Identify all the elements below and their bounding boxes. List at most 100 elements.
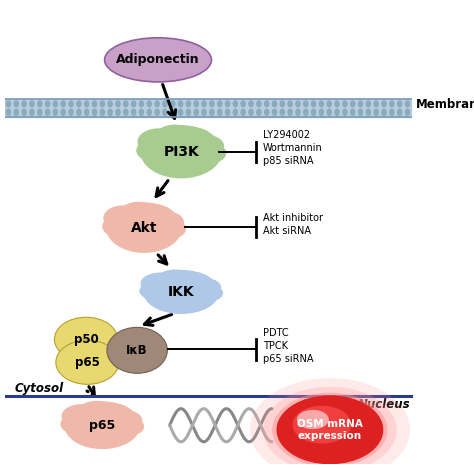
Ellipse shape xyxy=(92,100,97,107)
Ellipse shape xyxy=(272,100,277,107)
Ellipse shape xyxy=(233,100,238,107)
Ellipse shape xyxy=(13,100,19,107)
Ellipse shape xyxy=(256,109,262,116)
Ellipse shape xyxy=(186,109,191,116)
Ellipse shape xyxy=(105,38,211,82)
Ellipse shape xyxy=(112,410,142,431)
Ellipse shape xyxy=(191,278,221,297)
Ellipse shape xyxy=(248,100,254,107)
Ellipse shape xyxy=(100,109,105,116)
Ellipse shape xyxy=(201,100,207,107)
Ellipse shape xyxy=(280,100,285,107)
Ellipse shape xyxy=(37,100,43,107)
Ellipse shape xyxy=(193,109,199,116)
Ellipse shape xyxy=(107,327,167,373)
Ellipse shape xyxy=(381,100,387,107)
Ellipse shape xyxy=(106,202,182,253)
Text: IKK: IKK xyxy=(168,285,194,299)
Ellipse shape xyxy=(191,135,224,158)
Ellipse shape xyxy=(319,100,324,107)
Ellipse shape xyxy=(381,109,387,116)
Ellipse shape xyxy=(146,109,152,116)
Text: PI3K: PI3K xyxy=(164,145,199,159)
Ellipse shape xyxy=(374,109,379,116)
Ellipse shape xyxy=(76,100,82,107)
Ellipse shape xyxy=(64,401,140,449)
Ellipse shape xyxy=(102,216,131,236)
Ellipse shape xyxy=(174,128,213,152)
Ellipse shape xyxy=(374,100,379,107)
Ellipse shape xyxy=(108,109,113,116)
Ellipse shape xyxy=(95,403,132,425)
Ellipse shape xyxy=(389,109,395,116)
Ellipse shape xyxy=(178,109,183,116)
Ellipse shape xyxy=(405,100,410,107)
Ellipse shape xyxy=(365,109,371,116)
Text: Cytosol: Cytosol xyxy=(15,382,64,395)
Ellipse shape xyxy=(155,100,160,107)
Ellipse shape xyxy=(137,140,167,161)
Ellipse shape xyxy=(240,109,246,116)
Ellipse shape xyxy=(170,109,175,116)
Ellipse shape xyxy=(84,100,90,107)
Ellipse shape xyxy=(13,109,19,116)
Ellipse shape xyxy=(264,109,269,116)
Ellipse shape xyxy=(250,378,410,469)
Ellipse shape xyxy=(115,417,144,436)
Ellipse shape xyxy=(77,401,117,425)
Text: Nucleus: Nucleus xyxy=(358,398,410,411)
Ellipse shape xyxy=(248,109,254,116)
Ellipse shape xyxy=(303,100,309,107)
Ellipse shape xyxy=(327,100,332,107)
Ellipse shape xyxy=(68,100,74,107)
Ellipse shape xyxy=(272,109,277,116)
Ellipse shape xyxy=(287,109,293,116)
Ellipse shape xyxy=(6,100,11,107)
Ellipse shape xyxy=(139,109,144,116)
Ellipse shape xyxy=(311,100,316,107)
Ellipse shape xyxy=(350,109,356,116)
Ellipse shape xyxy=(137,204,174,228)
Ellipse shape xyxy=(334,109,340,116)
Ellipse shape xyxy=(178,100,183,107)
Ellipse shape xyxy=(131,100,137,107)
Ellipse shape xyxy=(154,212,184,233)
Ellipse shape xyxy=(358,100,364,107)
Ellipse shape xyxy=(156,270,195,292)
Ellipse shape xyxy=(6,109,11,116)
Ellipse shape xyxy=(21,109,27,116)
Text: p65: p65 xyxy=(89,419,115,432)
Ellipse shape xyxy=(146,100,152,107)
Text: PDTC
TPCK
p65 siRNA: PDTC TPCK p65 siRNA xyxy=(263,327,313,364)
Ellipse shape xyxy=(154,125,196,151)
Ellipse shape xyxy=(55,317,118,361)
Ellipse shape xyxy=(280,109,285,116)
Ellipse shape xyxy=(115,100,121,107)
Ellipse shape xyxy=(157,219,186,238)
Ellipse shape xyxy=(29,109,35,116)
Ellipse shape xyxy=(162,109,168,116)
Ellipse shape xyxy=(103,205,143,231)
Ellipse shape xyxy=(217,109,222,116)
Ellipse shape xyxy=(358,109,364,116)
Ellipse shape xyxy=(295,109,301,116)
Ellipse shape xyxy=(60,415,89,434)
Ellipse shape xyxy=(140,125,222,178)
Ellipse shape xyxy=(240,100,246,107)
Ellipse shape xyxy=(143,270,219,314)
Ellipse shape xyxy=(397,109,402,116)
Ellipse shape xyxy=(53,109,58,116)
Ellipse shape xyxy=(342,109,347,116)
Ellipse shape xyxy=(76,109,82,116)
Ellipse shape xyxy=(118,202,158,227)
Ellipse shape xyxy=(162,100,168,107)
Ellipse shape xyxy=(342,100,347,107)
Ellipse shape xyxy=(201,109,207,116)
Text: OSM mRNA
expression: OSM mRNA expression xyxy=(297,419,363,441)
Ellipse shape xyxy=(272,393,388,467)
Ellipse shape xyxy=(195,143,226,163)
Text: Akt inhibitor
Akt siRNA: Akt inhibitor Akt siRNA xyxy=(263,213,322,236)
Ellipse shape xyxy=(174,272,211,292)
Ellipse shape xyxy=(155,109,160,116)
Text: IκB: IκB xyxy=(126,344,148,357)
